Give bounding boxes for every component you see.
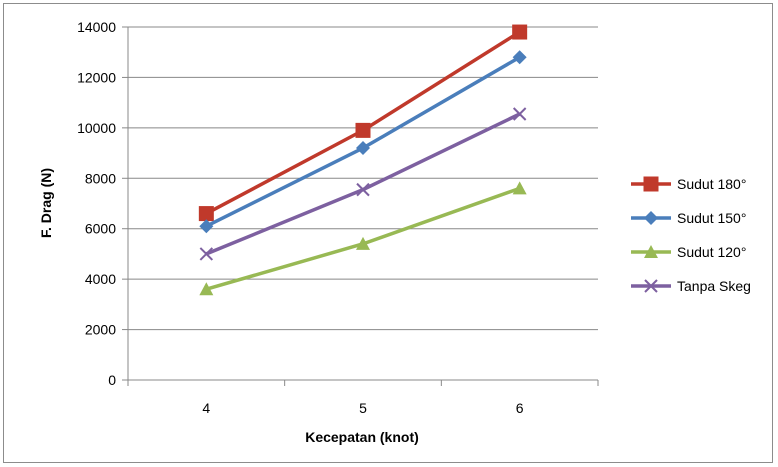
y-tick-label: 0 <box>108 372 116 388</box>
data-point-sudut-150 <box>199 219 214 234</box>
x-tick-label: 5 <box>359 400 367 416</box>
x-marker-stroke <box>356 182 370 197</box>
data-point-sudut-180 <box>198 206 214 222</box>
legend-item-sudut-120: Sudut 120° <box>631 244 746 260</box>
legend-label: Sudut 180° <box>677 176 746 192</box>
legend: Sudut 180° Sudut 150° Sudut 120° Tanpa Skeg <box>631 176 751 294</box>
y-axis-title: F. Drag (N) <box>38 168 54 238</box>
legend-marker <box>644 279 658 293</box>
legend-marker <box>643 176 659 192</box>
legend-label: Tanpa Skeg <box>677 278 751 294</box>
y-tick-label: 12000 <box>77 69 116 85</box>
legend-marker <box>644 211 658 225</box>
legend-marker <box>644 245 658 258</box>
data-point-sudut-120 <box>356 236 370 250</box>
legend-item-sudut-150: Sudut 150° <box>631 210 746 226</box>
axes <box>122 26 599 386</box>
data-point-tanpa-skeg <box>512 107 527 121</box>
data-point-tanpa-skeg <box>199 247 214 261</box>
y-tick-label: 14000 <box>77 19 116 35</box>
data-point-sudut-180 <box>355 122 371 138</box>
y-tick-label: 10000 <box>77 120 116 136</box>
legend-item-tanpa-skeg: Tanpa Skeg <box>631 278 751 294</box>
y-tick-label: 2000 <box>85 322 116 338</box>
data-point-sudut-180 <box>512 24 528 40</box>
x-marker-stroke <box>512 107 527 121</box>
y-tick-label: 8000 <box>85 170 116 186</box>
y-tick-label: 6000 <box>85 221 116 237</box>
gridlines <box>128 26 598 331</box>
y-tick-labels: 0 2000 4000 6000 8000 10000 12000 14000 <box>77 19 116 388</box>
x-axis-title: Kecepatan (knot) <box>305 429 419 445</box>
y-tick-label: 4000 <box>85 271 116 287</box>
x-marker-stroke <box>199 247 214 261</box>
x-tick-label: 4 <box>202 400 210 416</box>
data-point-sudut-150 <box>356 141 370 156</box>
data-point-tanpa-skeg <box>356 182 370 197</box>
data-point-sudut-150 <box>512 50 527 65</box>
chart-frame <box>3 3 773 463</box>
series-group <box>198 24 528 296</box>
x-tick-labels: 4 5 6 <box>202 400 523 416</box>
x-marker-stroke <box>644 279 658 293</box>
x-tick-label: 6 <box>516 400 524 416</box>
series-line-sudut-180 <box>205 30 521 216</box>
legend-item-sudut-180: Sudut 180° <box>631 176 746 192</box>
data-point-sudut-120 <box>199 282 214 296</box>
legend-label: Sudut 150° <box>677 210 746 226</box>
data-point-sudut-120 <box>512 181 527 195</box>
legend-label: Sudut 120° <box>677 244 746 260</box>
